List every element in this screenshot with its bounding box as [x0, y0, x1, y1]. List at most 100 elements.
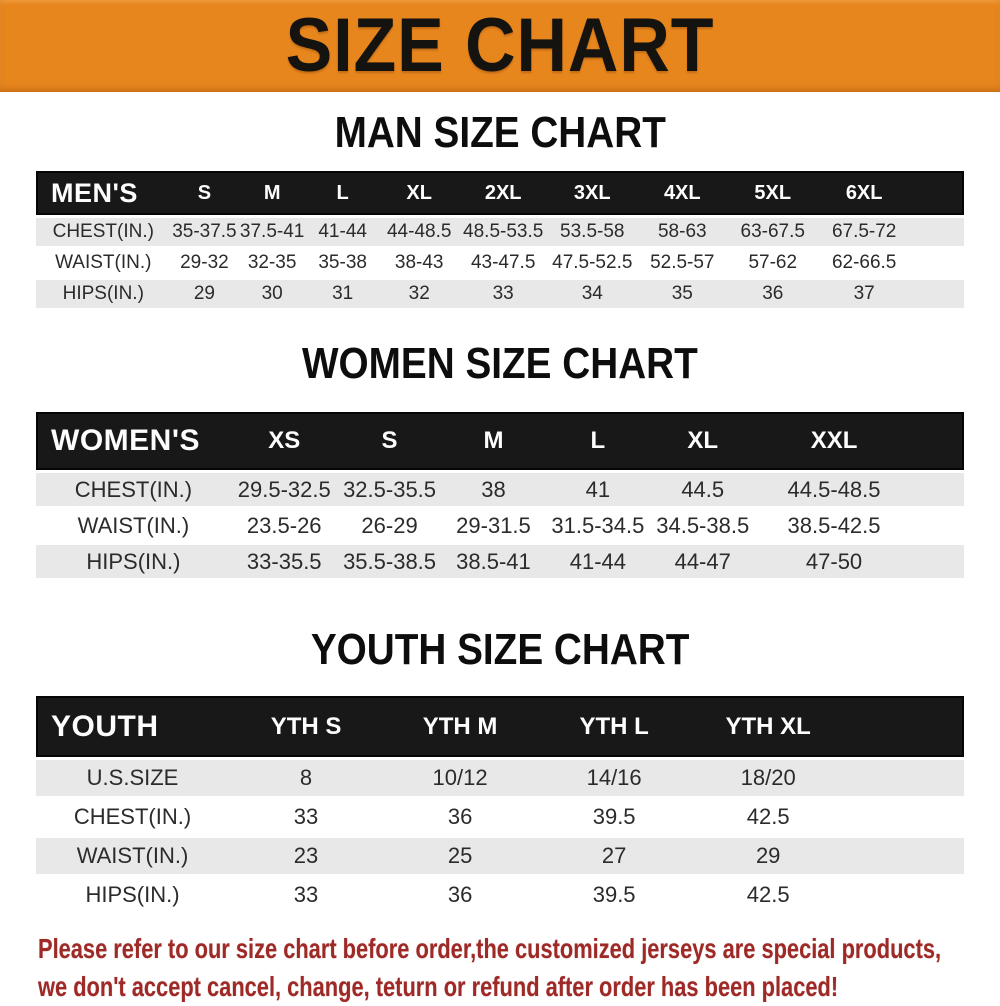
table-title: YOUTH	[36, 696, 230, 757]
column-header: YTH XL	[691, 696, 846, 757]
size-chart-banner: SIZE CHART	[0, 0, 1000, 92]
spacer-cell	[912, 473, 964, 506]
section-heading-youth: YOUTH SIZE CHART	[0, 627, 1000, 673]
column-header: YTH M	[383, 696, 538, 757]
size-value: 29.5-32.5	[230, 473, 338, 506]
table-row: HIPS(IN.) 33 36 39.5 42.5	[36, 877, 964, 913]
size-value: 53.5-58	[547, 218, 638, 246]
column-header: 3XL	[547, 171, 638, 215]
spacer-cell	[845, 696, 964, 757]
row-label: U.S.SIZE	[36, 760, 230, 796]
spacer-cell	[910, 218, 964, 246]
youth-size-chart-title: YOUTH SIZE CHART	[310, 625, 690, 674]
size-value: 42.5	[691, 877, 846, 913]
size-value: 39.5	[537, 799, 692, 835]
size-value: 36	[383, 877, 538, 913]
size-value: 58-63	[637, 218, 728, 246]
size-value: 30	[238, 280, 307, 308]
size-value: 32-35	[238, 249, 307, 277]
size-value: 43-47.5	[459, 249, 548, 277]
size-value: 35.5-38.5	[337, 545, 442, 578]
size-value: 67.5-72	[818, 218, 911, 246]
footer-note: Please refer to our size chart before or…	[0, 930, 1000, 1006]
mens-size-table: MEN'S S M L XL 2XL 3XL 4XL 5XL 6XL CHEST(IN.) 35-37…	[36, 168, 964, 311]
size-value: 33	[229, 877, 384, 913]
spacer-cell	[910, 249, 964, 277]
spacer-cell	[845, 799, 964, 835]
size-value: 23.5-26	[230, 509, 338, 542]
size-value: 31.5-34.5	[545, 509, 651, 542]
row-label: HIPS(IN.)	[36, 545, 231, 578]
size-value: 47.5-52.5	[547, 249, 638, 277]
size-value: 29-32	[170, 249, 239, 277]
size-value: 10/12	[383, 760, 538, 796]
size-value: 35	[637, 280, 728, 308]
column-header: M	[441, 412, 546, 470]
column-header: 6XL	[818, 171, 911, 215]
spacer-cell	[845, 760, 964, 796]
size-value: 41-44	[306, 218, 380, 246]
table-title: MEN'S	[36, 171, 171, 215]
section-heading-man: MAN SIZE CHART	[0, 110, 1000, 156]
spacer-cell	[912, 545, 964, 578]
banner-title: SIZE CHART	[285, 3, 715, 88]
column-header: L	[545, 412, 651, 470]
table-row: HIPS(IN.) 33-35.5 35.5-38.5 38.5-41 41-44 44-…	[36, 545, 964, 578]
size-value: 8	[229, 760, 384, 796]
table-title: WOMEN'S	[36, 412, 231, 470]
column-header: XL	[379, 171, 460, 215]
column-header: 4XL	[637, 171, 728, 215]
women-size-chart-title: WOMEN SIZE CHART	[302, 339, 698, 388]
size-value: 62-66.5	[818, 249, 911, 277]
size-value: 38-43	[379, 249, 460, 277]
size-value: 35-37.5	[170, 218, 239, 246]
table-row: HIPS(IN.) 29 30 31 32 33 34 35 36 37	[36, 280, 964, 308]
table-row: CHEST(IN.) 29.5-32.5 32.5-35.5 38 41 44.5 44.5…	[36, 473, 964, 506]
row-label: HIPS(IN.)	[36, 280, 171, 308]
size-value: 44.5	[650, 473, 756, 506]
row-label: WAIST(IN.)	[36, 838, 230, 874]
row-label: HIPS(IN.)	[36, 877, 230, 913]
size-value: 37	[818, 280, 911, 308]
size-value: 52.5-57	[637, 249, 728, 277]
size-value: 29	[691, 838, 846, 874]
size-value: 32	[379, 280, 460, 308]
row-label: WAIST(IN.)	[36, 249, 171, 277]
spacer-cell	[910, 171, 964, 215]
size-value: 33	[459, 280, 548, 308]
size-value: 38.5-42.5	[755, 509, 913, 542]
size-value: 32.5-35.5	[337, 473, 442, 506]
size-value: 41	[545, 473, 651, 506]
size-value: 36	[727, 280, 819, 308]
table-row: WAIST(IN.) 23.5-26 26-29 29-31.5 31.5-34.5 34…	[36, 509, 964, 542]
table-header-row: WOMEN'S XS S M L XL XXL	[36, 412, 964, 470]
footer-note-line: Please refer to our size chart before or…	[38, 933, 942, 964]
size-value: 18/20	[691, 760, 846, 796]
size-value: 47-50	[755, 545, 913, 578]
column-header: XXL	[755, 412, 913, 470]
column-header: XS	[230, 412, 338, 470]
row-label: CHEST(IN.)	[36, 799, 230, 835]
column-header: XL	[650, 412, 756, 470]
table-row: CHEST(IN.) 33 36 39.5 42.5	[36, 799, 964, 835]
size-value: 41-44	[545, 545, 651, 578]
size-value: 29-31.5	[441, 509, 546, 542]
row-label: CHEST(IN.)	[36, 473, 231, 506]
size-value: 42.5	[691, 799, 846, 835]
table-row: WAIST(IN.) 23 25 27 29	[36, 838, 964, 874]
size-value: 36	[383, 799, 538, 835]
size-value: 25	[383, 838, 538, 874]
spacer-cell	[912, 509, 964, 542]
column-header: L	[306, 171, 380, 215]
size-value: 33-35.5	[230, 545, 338, 578]
youth-size-table: YOUTH YTH S YTH M YTH L YTH XL U.S.SIZE 8 10/12…	[36, 693, 964, 916]
footer-note-line: we don't accept cancel, change, teturn o…	[38, 971, 839, 1002]
spacer-cell	[845, 877, 964, 913]
size-value: 26-29	[337, 509, 442, 542]
spacer-cell	[912, 412, 964, 470]
size-value: 48.5-53.5	[459, 218, 548, 246]
table-row: CHEST(IN.) 35-37.5 37.5-41 41-44 44-48.5 48.5…	[36, 218, 964, 246]
column-header: 2XL	[459, 171, 548, 215]
column-header: S	[170, 171, 239, 215]
size-value: 14/16	[537, 760, 692, 796]
